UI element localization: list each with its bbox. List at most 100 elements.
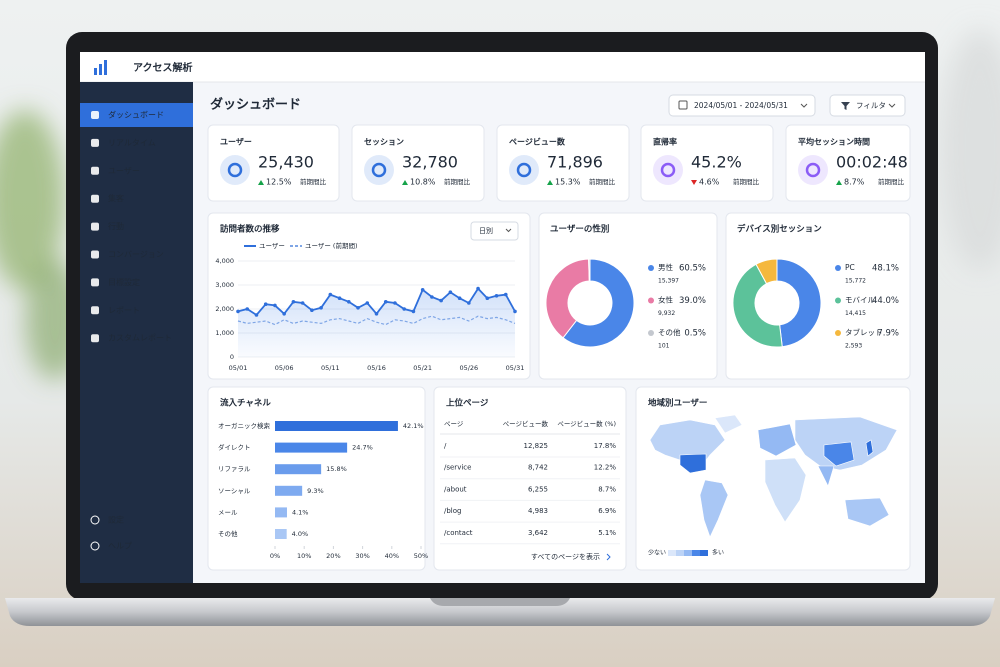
x-tick-label: 30% xyxy=(355,552,369,560)
value-label: 24.7% xyxy=(352,444,373,452)
nav-item[interactable]: 目標設定 xyxy=(108,277,140,287)
bar xyxy=(275,464,322,475)
x-tick-label: 05/16 xyxy=(367,364,386,372)
y-tick-label: 4,000 xyxy=(215,257,234,265)
value-label: 0.5% xyxy=(684,329,706,339)
point xyxy=(402,307,407,311)
laptop-base xyxy=(5,598,995,626)
view-all-link[interactable]: すべてのページを表示 xyxy=(531,552,600,561)
filter-button[interactable] xyxy=(829,94,906,117)
nav-item[interactable]: ヘルプ xyxy=(108,542,132,551)
kpi-change: 4.6% xyxy=(699,178,720,187)
x-tick-label: 20% xyxy=(326,552,340,560)
kpi-icon-bg xyxy=(798,155,828,185)
base-notch xyxy=(430,598,570,606)
world-map xyxy=(649,414,898,538)
nav-item[interactable]: 行動 xyxy=(108,221,124,231)
table-cell: 8.7% xyxy=(598,485,616,493)
table-title: 上位ページ xyxy=(446,398,489,409)
trend-arrow xyxy=(691,180,697,185)
column-header: ページビュー数 (%) xyxy=(557,419,616,428)
legend-label: モバイル xyxy=(845,296,875,305)
table-cell: 8,742 xyxy=(528,464,548,472)
point xyxy=(254,313,259,317)
kpi-value: 25,430 xyxy=(258,153,314,172)
kpi-icon xyxy=(227,162,243,178)
nav-item[interactable]: ダッシュボード xyxy=(108,110,164,120)
legend-swatch xyxy=(692,550,700,556)
value-label: 42.1% xyxy=(403,422,424,430)
chart-title: 訪問者数の推移 xyxy=(220,224,280,235)
legend-dot xyxy=(648,297,654,304)
kpi-icon-bg xyxy=(364,155,394,185)
value-label: 44.0% xyxy=(872,296,899,306)
point xyxy=(273,303,277,308)
x-tick-label: 05/21 xyxy=(413,364,432,372)
nav-icon xyxy=(91,111,99,119)
point xyxy=(457,296,462,301)
nav-item[interactable]: 設定 xyxy=(108,516,124,525)
chevron xyxy=(505,228,512,233)
page-title: ダッシュボード xyxy=(210,97,301,113)
nav-icon xyxy=(91,334,99,343)
date-range-button[interactable] xyxy=(668,94,816,117)
filter-label: フィルタ xyxy=(856,101,886,110)
point xyxy=(300,301,305,305)
legend-dot xyxy=(648,265,654,271)
bar-label: メール xyxy=(218,508,238,516)
count-label: 101 xyxy=(658,343,670,350)
point xyxy=(476,286,480,291)
x-tick-label: 10% xyxy=(297,552,311,560)
nav-item[interactable]: リアルタイム xyxy=(108,138,156,147)
nav-item[interactable]: カスタムレポート xyxy=(108,334,172,343)
value-label: 7.9% xyxy=(877,329,899,339)
trend-arrow xyxy=(258,180,264,185)
trend-arrow xyxy=(547,180,553,185)
nav-item[interactable]: レポート xyxy=(108,306,140,315)
table-cell: 6.9% xyxy=(598,507,616,515)
point xyxy=(319,306,323,310)
chart-title: ユーザーの性別 xyxy=(550,224,609,235)
nav-icon xyxy=(90,515,100,525)
table-cell: 3,642 xyxy=(528,529,548,537)
nav-icon xyxy=(91,138,99,147)
period-select[interactable] xyxy=(470,221,519,241)
donut-slice xyxy=(755,258,778,285)
kpi-compare: 前期間比 xyxy=(733,177,760,186)
nav-icon xyxy=(91,222,99,231)
nav-icon xyxy=(90,541,100,551)
table-cell: 17.8% xyxy=(594,442,617,450)
nav-item[interactable]: コンバージョン xyxy=(108,250,164,259)
kpi-icon xyxy=(805,162,821,178)
donut-slice xyxy=(562,258,635,348)
bar xyxy=(275,529,287,539)
point xyxy=(365,301,370,305)
legend-dot xyxy=(648,330,654,336)
table-cell: /blog xyxy=(444,507,461,515)
nav-item[interactable]: 集客 xyxy=(108,193,124,203)
legend-label: 多い xyxy=(712,549,724,557)
point xyxy=(420,288,425,292)
chart-title: 流入チャネル xyxy=(220,398,271,409)
point xyxy=(236,309,240,314)
x-tick-label: 05/01 xyxy=(229,364,248,372)
chart-title: デバイス別セッション xyxy=(737,224,822,235)
point xyxy=(282,312,286,316)
count-label: 15,397 xyxy=(658,278,679,285)
x-tick-label: 0% xyxy=(270,552,280,560)
legend-label: 男性 xyxy=(658,262,673,272)
period-label[interactable]: 日別 xyxy=(479,226,493,235)
legend-label: ユーザー xyxy=(259,242,285,250)
bar xyxy=(275,421,398,431)
legend-label: 少ない xyxy=(648,549,666,557)
nav-item[interactable]: ユーザー xyxy=(108,166,140,175)
table-cell: 12,825 xyxy=(524,442,549,450)
value-label: 39.0% xyxy=(679,296,706,306)
chart-title: 地域別ユーザー xyxy=(648,398,707,409)
table-cell: /contact xyxy=(444,529,473,537)
x-tick-label: 05/06 xyxy=(275,364,294,372)
kpi-icon xyxy=(371,162,387,178)
chevron xyxy=(606,553,611,561)
bar xyxy=(275,485,303,496)
